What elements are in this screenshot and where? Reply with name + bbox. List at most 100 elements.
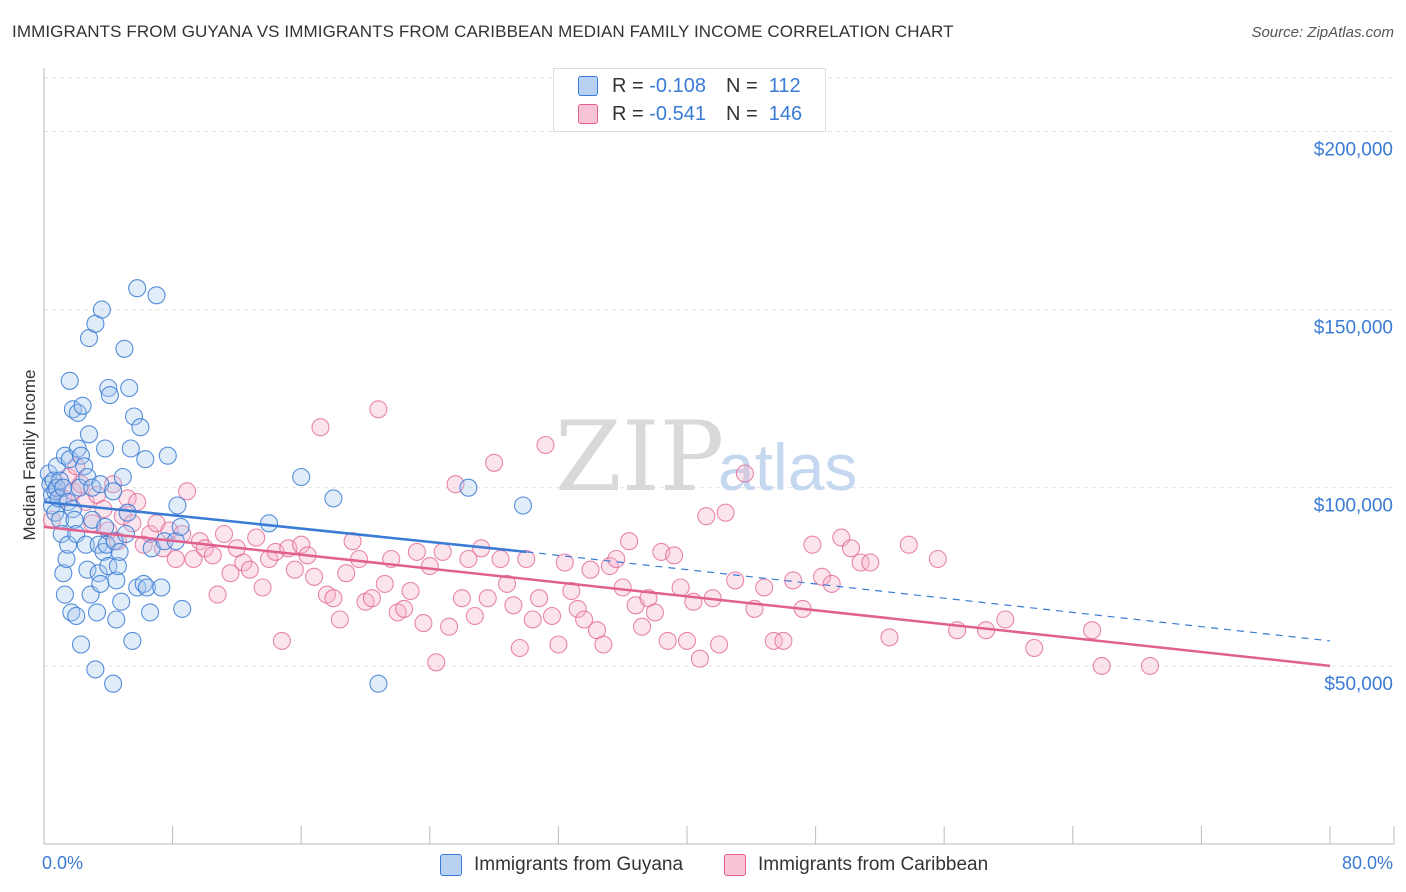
point-guyana — [76, 535, 95, 554]
watermark: ZIP atlas — [555, 401, 857, 513]
point-caribbean — [427, 653, 446, 672]
point-caribbean — [607, 549, 626, 569]
point-caribbean — [208, 585, 227, 604]
point-caribbean — [632, 617, 652, 636]
point-caribbean — [178, 482, 197, 501]
point-caribbean — [350, 549, 369, 569]
point-caribbean — [697, 507, 716, 526]
point-caribbean — [285, 560, 304, 579]
point-guyana — [121, 439, 140, 458]
point-caribbean — [928, 549, 947, 569]
point-caribbean — [600, 557, 619, 576]
point-caribbean — [665, 546, 684, 565]
point-guyana — [113, 467, 132, 487]
point-caribbean — [575, 610, 594, 629]
point-caribbean — [735, 464, 754, 483]
trend-line-caribbean — [43, 525, 1331, 668]
point-guyana — [75, 457, 94, 476]
point-caribbean — [880, 628, 899, 647]
legend-r-label: R = — [612, 74, 644, 97]
point-guyana — [136, 450, 155, 469]
y-tick-label: $100,000 — [1314, 496, 1393, 517]
bottom-legend-label-guyana: Immigrants from Guyana — [474, 854, 684, 875]
point-caribbean — [311, 418, 330, 437]
point-guyana — [107, 571, 126, 590]
point-caribbean — [1092, 656, 1111, 675]
point-guyana — [259, 514, 279, 533]
y-axis-label: Median Family Income — [20, 369, 39, 540]
point-guyana — [79, 425, 99, 444]
point-caribbean — [497, 574, 517, 593]
point-guyana — [147, 286, 166, 305]
point-caribbean — [594, 635, 613, 654]
point-caribbean — [726, 571, 745, 590]
trend-line-guyana — [43, 500, 527, 554]
x-tick-label-max: 80.0% — [1342, 853, 1393, 873]
point-caribbean — [562, 581, 581, 601]
point-guyana — [513, 496, 533, 515]
correlation-legend: R = -0.108 N = 112 R = -0.541 N = 146 — [553, 68, 826, 132]
point-caribbean — [253, 578, 272, 597]
point-guyana — [86, 660, 105, 679]
watermark-zip: ZIP — [555, 401, 724, 513]
point-guyana — [120, 378, 139, 398]
watermark-atlas: atlas — [718, 430, 857, 504]
legend-r-value: -0.108 — [649, 74, 706, 97]
legend-r-value: -0.541 — [649, 102, 706, 125]
point-guyana — [104, 674, 123, 693]
point-caribbean — [337, 564, 356, 583]
point-caribbean — [996, 610, 1015, 629]
point-caribbean — [485, 453, 504, 472]
point-caribbean — [549, 635, 568, 654]
point-guyana — [91, 574, 110, 593]
point-caribbean — [292, 535, 311, 554]
legend-n-label: N = — [725, 74, 758, 97]
y-tick-label: $200,000 — [1314, 139, 1393, 160]
point-guyana — [55, 585, 74, 604]
point-caribbean — [645, 603, 664, 622]
data-points — [39, 279, 1160, 693]
point-guyana — [78, 560, 97, 579]
point-guyana — [105, 532, 124, 551]
point-caribbean — [861, 553, 880, 572]
point-caribbean — [401, 581, 420, 601]
point-guyana — [124, 407, 144, 426]
point-guyana — [112, 592, 131, 611]
y-tick-label: $150,000 — [1314, 318, 1393, 339]
point-caribbean — [764, 631, 783, 650]
source-label: Source: ZipAtlas.com — [1251, 24, 1394, 41]
point-caribbean — [369, 400, 388, 419]
bottom-legend-caribbean: Immigrants from Caribbean — [724, 852, 988, 878]
point-guyana — [67, 606, 86, 626]
point-caribbean — [710, 635, 729, 654]
point-caribbean — [690, 649, 709, 668]
point-caribbean — [234, 553, 253, 572]
point-guyana — [92, 300, 111, 319]
bottom-legend-label-caribbean: Immigrants from Caribbean — [758, 854, 989, 875]
chart-title: IMMIGRANTS FROM GUYANA VS IMMIGRANTS FRO… — [12, 22, 954, 41]
point-guyana — [324, 489, 343, 508]
point-caribbean — [362, 589, 381, 608]
legend-swatch-blue — [578, 76, 598, 96]
point-caribbean — [851, 553, 870, 572]
point-caribbean — [822, 574, 841, 593]
point-guyana — [158, 446, 177, 465]
point-caribbean — [510, 638, 529, 658]
point-guyana — [134, 574, 153, 593]
point-caribbean — [774, 631, 793, 650]
point-caribbean — [184, 549, 203, 569]
legend-n-label: N = — [725, 102, 758, 125]
bottom-legend-swatch-pink — [724, 854, 746, 876]
point-caribbean — [504, 596, 523, 615]
x-tick-label-min: 0.0% — [42, 853, 83, 873]
point-guyana — [108, 557, 127, 576]
point-caribbean — [803, 535, 822, 554]
point-guyana — [57, 549, 76, 569]
legend-row-guyana: R = -0.108 N = 112 — [578, 74, 801, 98]
point-guyana — [65, 510, 84, 529]
point-guyana — [62, 603, 81, 622]
point-caribbean — [420, 557, 439, 576]
point-guyana — [99, 557, 118, 576]
point-caribbean — [407, 542, 426, 561]
point-caribbean — [568, 599, 587, 618]
